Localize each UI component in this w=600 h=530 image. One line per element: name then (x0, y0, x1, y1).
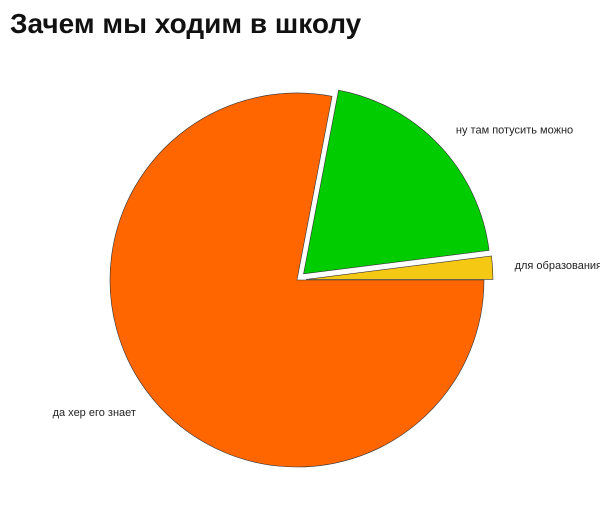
slice-label: для образования (515, 260, 600, 272)
slice-label: ну там потусить можно (456, 125, 573, 137)
pie-slice (109, 92, 485, 468)
slice-label: да хер его знает (53, 407, 136, 419)
chart-title: Зачем мы ходим в школу (10, 8, 362, 39)
pie-slice (303, 89, 490, 275)
pie-slice (305, 255, 494, 280)
